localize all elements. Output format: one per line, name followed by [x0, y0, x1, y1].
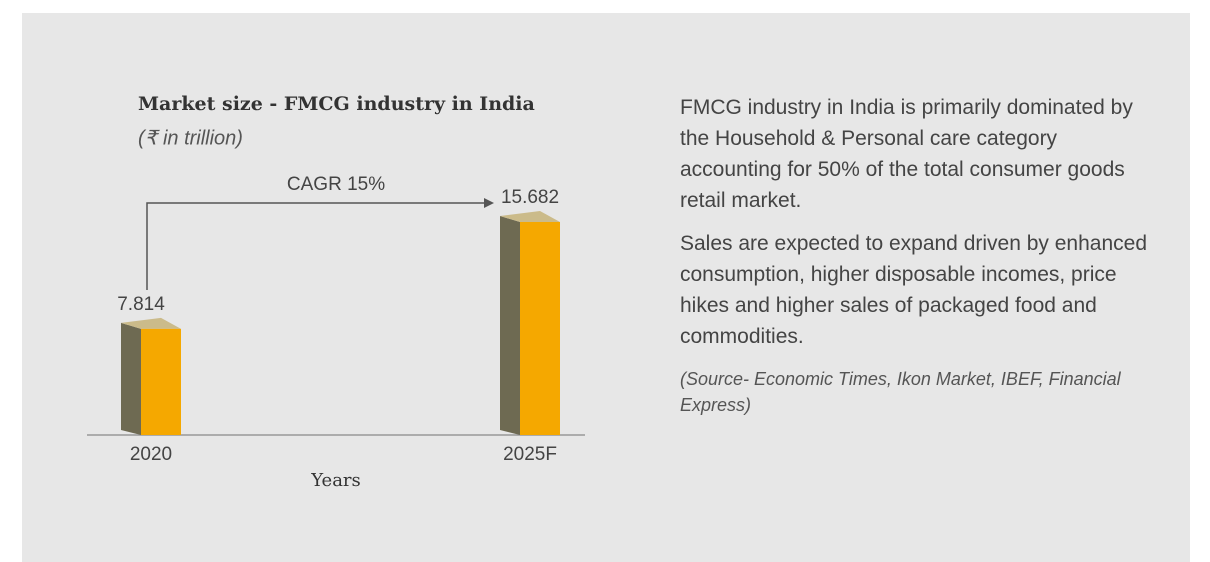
- value-label: 7.814: [117, 294, 165, 315]
- bar-side: [500, 216, 520, 435]
- chart-subtitle: (₹ in trillion): [138, 127, 243, 149]
- cagr-arrow: [146, 202, 484, 290]
- chart: Market size - FMCG industry in India (₹ …: [87, 93, 585, 491]
- arrow-head: [484, 198, 494, 208]
- chart-title: Market size - FMCG industry in India: [138, 93, 535, 115]
- bar-front: [520, 222, 560, 435]
- bar: [500, 211, 560, 435]
- value-label: 15.682: [501, 187, 559, 208]
- panel: [22, 13, 1190, 562]
- x-axis-label: Years: [310, 470, 361, 491]
- src: (Source- Economic Times, Ikon Market, IB…: [680, 369, 1121, 415]
- bar-front: [141, 328, 181, 435]
- x-tick-label: 2020: [130, 444, 172, 465]
- bar-top: [121, 317, 181, 329]
- annotation: CAGR 15%: [287, 174, 385, 195]
- paragraph: Sales are expected to expand driven by e…: [680, 232, 1147, 348]
- bar-top: [500, 211, 560, 222]
- text-panel: FMCG industry in India is primarily domi…: [680, 92, 1150, 430]
- bar-side: [121, 322, 141, 435]
- paragraph: FMCG industry in India is primarily domi…: [680, 96, 1133, 212]
- x-tick-label: 2025F: [503, 444, 557, 465]
- bar: [121, 317, 181, 435]
